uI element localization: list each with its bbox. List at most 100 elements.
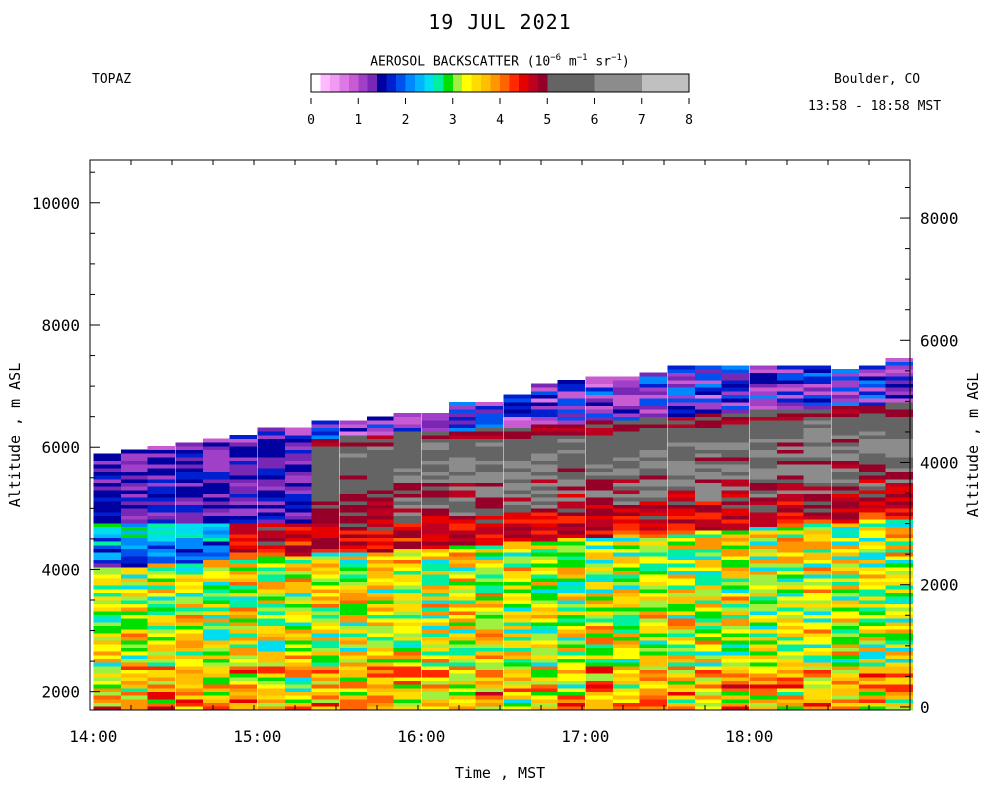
colorbar-swatch [424,74,435,92]
heatmap-cell [147,556,176,561]
heatmap-cell [93,673,121,678]
heatmap-cell [695,534,723,539]
heatmap-cell [667,570,695,575]
heatmap-cell [531,574,559,579]
heatmap-cell [393,651,422,656]
heatmap-cell [639,559,668,564]
heatmap-cell [257,431,285,436]
heatmap-cell [503,600,531,605]
heatmap-cell [777,706,805,711]
heatmap-cell [749,581,777,586]
heatmap-cell [859,644,887,649]
heatmap-cell [393,482,422,487]
heatmap-cell [613,618,641,623]
heatmap-cell [585,515,613,520]
heatmap-cell [557,559,586,564]
heatmap-cell [475,523,504,528]
heatmap-cell [585,545,613,550]
heatmap-cell [859,490,887,495]
heatmap-cell [803,673,832,678]
heatmap-cell [393,475,422,480]
heatmap-cell [93,633,121,638]
heatmap-cell [667,490,695,495]
heatmap-cell [449,431,477,436]
y-right-tick-label: 4000 [920,454,959,473]
heatmap-cell [803,453,832,458]
heatmap-cell [531,409,559,414]
heatmap-cell [749,490,777,495]
heatmap-cell [803,468,832,473]
heatmap-cell [367,647,395,652]
heatmap-cell [777,530,805,535]
heatmap-cell [777,603,805,608]
heatmap-cell [639,449,668,454]
heatmap-cell [121,548,149,553]
heatmap-cell [257,655,285,660]
heatmap-cell [749,548,777,553]
heatmap-cell [613,402,641,407]
colorbar-swatch [481,74,492,92]
heatmap-cell [831,504,859,509]
heatmap-cell [695,669,723,674]
colorbar-tick-label: 5 [543,113,551,128]
heatmap-cell [721,629,750,634]
heatmap-cell [147,625,176,630]
heatmap-cell [721,464,750,469]
heatmap-cell [667,552,695,557]
heatmap-cell [257,530,285,535]
heatmap-cell [803,523,832,528]
heatmap-cell [367,420,395,425]
heatmap-cell [859,677,887,682]
heatmap-cell [885,651,914,656]
heatmap-cell [557,614,586,619]
heatmap-cell [175,497,203,502]
heatmap-cell [667,534,695,539]
heatmap-cell [803,662,832,667]
heatmap-cell [613,504,641,509]
heatmap-cell [339,680,367,685]
heatmap-cell [777,651,805,656]
heatmap-cell [667,420,695,425]
heatmap-cell [803,541,832,546]
heatmap-cell [203,706,231,711]
heatmap-cell [147,479,176,484]
heatmap-cell [257,691,285,696]
heatmap-cell [639,394,668,399]
heatmap-cell [421,512,449,517]
heatmap-cell [585,629,613,634]
heatmap-cell [557,534,586,539]
heatmap-cell [367,537,395,542]
heatmap-cell [531,497,559,502]
heatmap-cell [393,669,422,674]
heatmap-cell [503,453,531,458]
heatmap-cell [421,625,449,630]
heatmap-cell [639,592,668,597]
heatmap-cell [285,563,313,568]
heatmap-cell [803,559,832,564]
heatmap-cell [421,508,449,513]
heatmap-cell [749,380,777,385]
heatmap-cell [257,603,285,608]
heatmap-cell [339,699,367,704]
heatmap-cell [367,453,395,458]
heatmap-cell [229,482,258,487]
heatmap-cell [831,537,859,542]
heatmap-cell [393,508,422,513]
heatmap-cell [367,658,395,663]
heatmap-cell [93,636,121,641]
heatmap-cell [639,647,668,652]
heatmap-cell [859,669,887,674]
heatmap-cell [639,501,668,506]
heatmap-cell [531,537,559,542]
heatmap-cell [93,669,121,674]
heatmap-cell [229,504,258,509]
heatmap-cell [613,600,641,605]
colorbar-swatch [405,74,416,92]
heatmap-cell [475,688,504,693]
heatmap-cell [503,556,531,561]
heatmap-cell [203,446,231,451]
heatmap-cell [885,519,914,524]
heatmap-cell [311,695,340,700]
heatmap-cell [667,669,695,674]
heatmap-cell [257,567,285,572]
